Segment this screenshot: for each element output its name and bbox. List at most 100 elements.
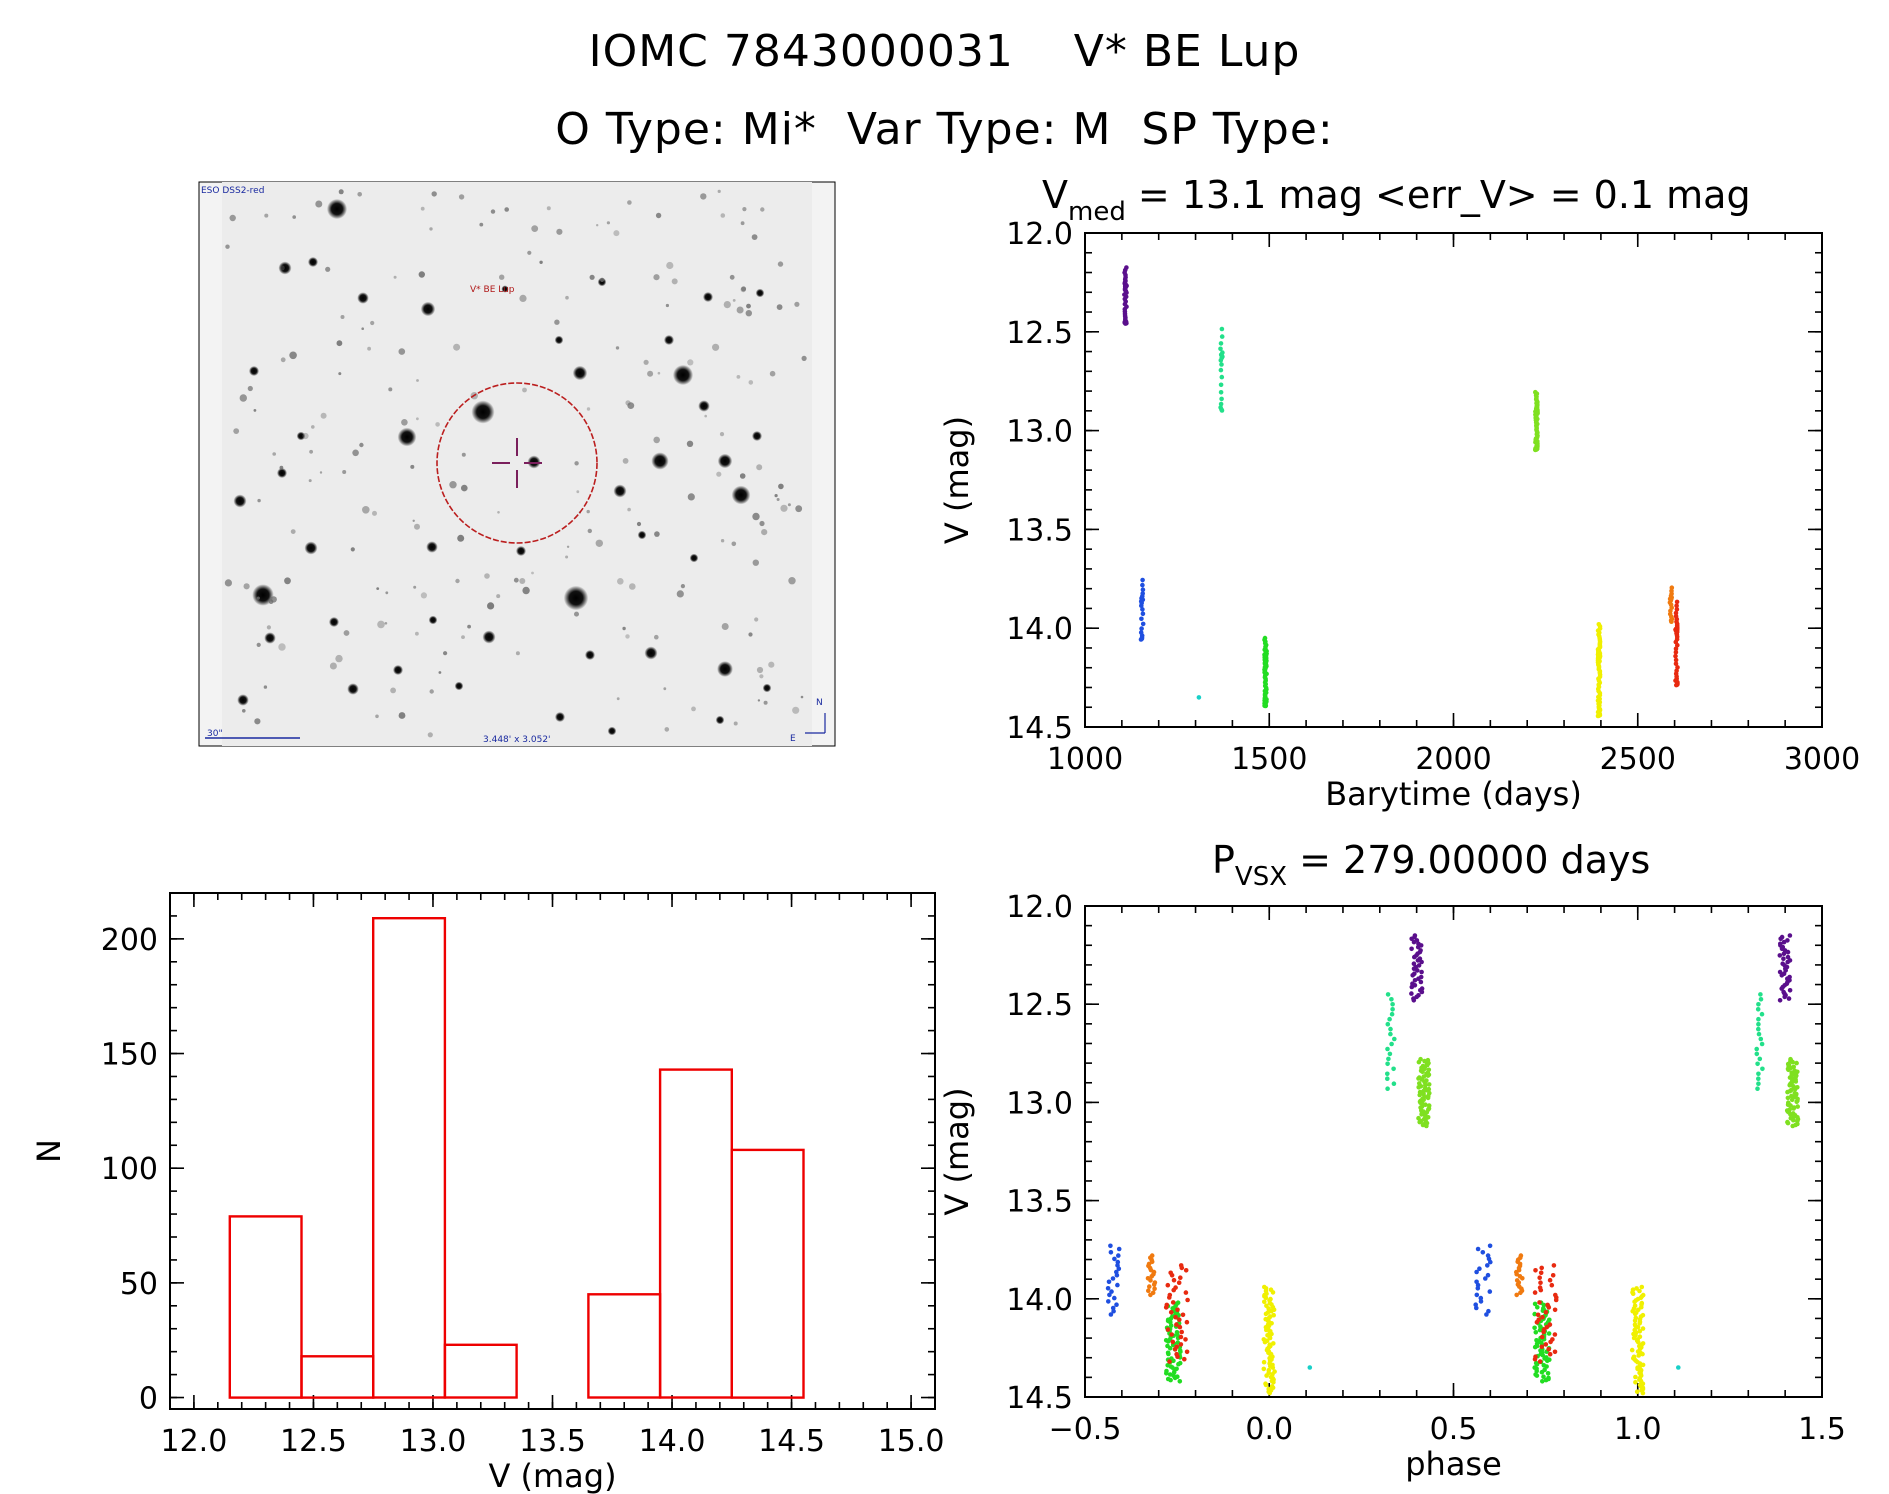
phase-point <box>1419 989 1425 995</box>
star <box>531 571 534 575</box>
star <box>717 189 721 193</box>
hist-x-label: V (mag) <box>488 1457 616 1494</box>
light-curve-point <box>1673 653 1678 659</box>
star <box>556 228 563 235</box>
star <box>742 207 747 212</box>
star <box>655 212 662 219</box>
star <box>607 726 617 736</box>
phase-point <box>1790 1059 1795 1065</box>
phase-point <box>1758 997 1764 1002</box>
phase-point <box>1391 1066 1396 1072</box>
light-curve-point <box>1140 607 1145 612</box>
phase-point <box>1639 1304 1644 1310</box>
light-curve-point <box>1139 626 1144 631</box>
phase-x-tick-label: 0.5 <box>1430 1412 1478 1447</box>
hist-x-tick-label: 13.0 <box>400 1424 467 1459</box>
phase-point <box>1385 1046 1390 1052</box>
phase-point <box>1475 1246 1481 1252</box>
phase-point <box>1635 1339 1641 1345</box>
star <box>418 271 425 278</box>
star <box>416 417 419 421</box>
phase-point <box>1543 1377 1549 1383</box>
histogram-bar <box>372 917 447 1399</box>
phase-point <box>1182 1356 1187 1362</box>
phase-point <box>1177 1324 1183 1330</box>
star <box>731 485 751 505</box>
phase-point <box>1785 1120 1791 1126</box>
star <box>554 319 560 325</box>
star <box>225 244 230 249</box>
light-curve-point <box>1219 396 1224 402</box>
star <box>266 625 271 630</box>
star <box>774 494 778 498</box>
star <box>691 706 696 712</box>
phase-point <box>1534 1368 1539 1374</box>
phase-point <box>1538 1280 1543 1285</box>
star <box>482 630 496 644</box>
star <box>393 275 397 279</box>
phase-point <box>1184 1319 1190 1325</box>
star <box>229 214 236 222</box>
star <box>687 359 694 366</box>
phase-point <box>1754 1051 1760 1057</box>
phase-y-label: V (mag) <box>938 1087 976 1215</box>
hist-x-tick-label: 15.0 <box>878 1424 945 1459</box>
star <box>350 547 355 552</box>
star <box>307 256 319 268</box>
phase-point <box>1178 1334 1184 1340</box>
phase-point <box>1537 1327 1543 1333</box>
phase-point <box>1793 1079 1799 1084</box>
star <box>377 620 385 629</box>
star <box>654 634 659 640</box>
phase-point <box>1185 1297 1190 1303</box>
star <box>751 234 758 241</box>
star <box>453 343 461 351</box>
star <box>263 685 268 689</box>
phase-point <box>1640 1351 1645 1357</box>
phase-point <box>1263 1295 1269 1301</box>
phase-point <box>1176 1280 1182 1285</box>
phase-point <box>1533 1268 1538 1273</box>
phase-point <box>1106 1279 1112 1285</box>
phase-point <box>1474 1292 1480 1298</box>
star <box>748 380 754 385</box>
phase-point <box>1551 1263 1557 1268</box>
star <box>616 697 620 701</box>
histogram-bar <box>730 1148 805 1399</box>
star <box>347 683 359 695</box>
phase-point <box>1148 1292 1153 1298</box>
phase-point <box>1789 1097 1795 1103</box>
star <box>719 432 725 437</box>
star <box>428 615 438 625</box>
phase-point <box>1178 1275 1183 1280</box>
phase-point <box>1786 996 1792 1001</box>
star <box>490 209 496 214</box>
light-curve-point <box>1139 603 1144 608</box>
phase-point <box>1785 1089 1790 1095</box>
star <box>455 578 460 584</box>
histogram-bar <box>443 1343 518 1399</box>
phase-point <box>1474 1269 1479 1275</box>
star <box>319 471 323 474</box>
phase-point <box>1477 1266 1482 1271</box>
phase-point <box>1116 1253 1121 1258</box>
light-curve-title: Vmed = 13.1 mag <err_V> = 0.1 mag <box>1042 173 1751 227</box>
phase-point <box>1415 944 1421 950</box>
phase-point <box>1785 954 1791 960</box>
phase-point <box>1538 1270 1544 1276</box>
phase-x-tick-label: 1.5 <box>1798 1412 1846 1447</box>
hist-x-tick-label: 14.5 <box>758 1424 825 1459</box>
phase-point <box>1263 1311 1269 1317</box>
phase-point <box>1543 1310 1549 1315</box>
lc-y-tick-label: 12.0 <box>1006 217 1073 252</box>
star <box>586 509 590 514</box>
phase-point <box>1178 1342 1184 1347</box>
histogram-bar <box>658 1068 733 1399</box>
phase-point <box>1419 959 1424 965</box>
star <box>687 493 695 501</box>
star <box>328 616 340 628</box>
star <box>479 222 484 227</box>
figure-title-line1: IOMC 7843000031 V* BE Lup <box>588 26 1301 77</box>
phase-point <box>1539 1369 1545 1375</box>
star <box>720 539 725 543</box>
